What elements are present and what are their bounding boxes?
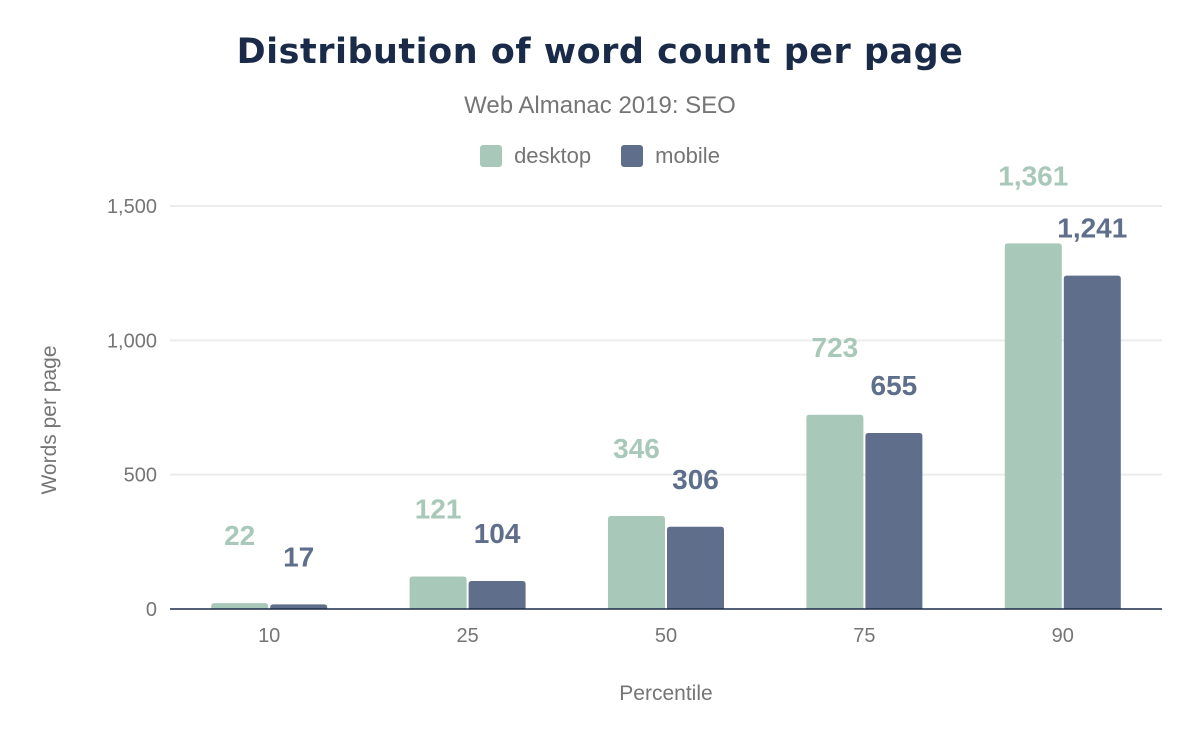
legend-swatch-desktop [480, 145, 503, 167]
legend-label-mobile: mobile [655, 143, 720, 168]
data-label-desktop: 121 [415, 493, 462, 524]
data-label-mobile: 1,241 [1057, 213, 1127, 244]
bar-mobile [468, 581, 526, 609]
y-axis-title: Words per page [38, 345, 61, 494]
x-axis-title: Percentile [619, 682, 712, 705]
bar-desktop [211, 603, 269, 609]
legend-swatch-mobile [621, 145, 644, 167]
bar-desktop [1004, 243, 1062, 609]
x-tick-label: 90 [1052, 625, 1074, 647]
bar-mobile [1063, 275, 1121, 609]
bar-mobile [270, 604, 328, 609]
data-label-mobile: 17 [283, 541, 314, 572]
data-label-mobile: 306 [672, 464, 719, 495]
y-tick-label: 0 [146, 599, 157, 621]
chart-subtitle: Web Almanac 2019: SEO [464, 92, 736, 119]
bar-desktop [806, 414, 864, 609]
data-label-mobile: 104 [474, 518, 521, 549]
data-label-desktop: 1,361 [998, 160, 1068, 191]
x-tick-label: 75 [853, 625, 875, 647]
data-label-desktop: 723 [812, 332, 859, 363]
data-label-mobile: 655 [871, 370, 918, 401]
data-label-desktop: 22 [224, 520, 255, 551]
x-tick-label: 10 [258, 625, 280, 647]
chart-title: Distribution of word count per page [236, 32, 964, 72]
bar-mobile [667, 526, 724, 609]
y-tick-label: 1,000 [107, 330, 157, 352]
bar-desktop [608, 516, 665, 609]
y-tick-label: 500 [124, 465, 157, 487]
bar-desktop [409, 576, 467, 609]
x-tick-label: 25 [456, 625, 478, 647]
data-label-desktop: 346 [613, 433, 660, 464]
y-tick-label: 1,500 [107, 196, 157, 218]
legend-item-desktop[interactable]: desktop [480, 143, 591, 169]
legend-item-mobile[interactable]: mobile [621, 143, 720, 169]
legend: desktop mobile [0, 143, 1200, 169]
x-tick-label: 50 [655, 625, 677, 647]
legend-label-desktop: desktop [514, 143, 592, 168]
bar-mobile [865, 433, 923, 609]
